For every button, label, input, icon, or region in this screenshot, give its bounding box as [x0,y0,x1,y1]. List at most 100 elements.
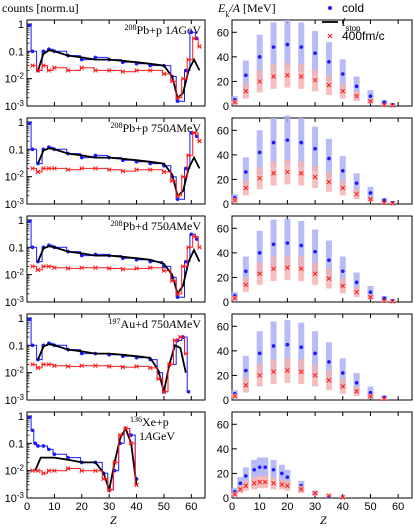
data-point [93,265,98,271]
data-point [52,452,57,457]
data-point [244,269,248,274]
data-point [271,140,276,145]
data-point [134,482,139,488]
data-point [35,267,41,273]
data-point [244,368,248,373]
data-point [106,68,112,73]
x-tick-label: 0 [24,501,30,513]
data-point [128,440,134,446]
data-point [340,72,345,76]
series-400fm-c [30,334,189,395]
data-point [123,426,128,431]
data-point [340,88,346,94]
data-point [46,362,52,367]
data-point [271,45,276,49]
x-tick-label: 20 [76,501,88,513]
data-point [79,468,85,474]
series-line [37,245,201,296]
y-tick-label: 10-3 [5,99,25,114]
series-cold [231,218,396,303]
data-point [178,334,183,340]
data-point [244,73,248,78]
y-tick-label: 10-2 [5,267,25,282]
data-point [180,76,186,82]
data-point [354,289,359,295]
series-line [37,147,201,198]
panel-counts-2: 10-3 10-2 0.1 1 208Pb+p 750AMeV [5,117,206,211]
axes-frame [26,19,206,107]
data-point [299,345,304,349]
data-point [30,362,35,367]
data-point [183,351,189,356]
data-point [354,181,359,185]
data-point [271,266,276,272]
data-point [169,178,175,184]
data-point [186,57,191,62]
series-histogram [31,236,201,295]
data-point [134,68,139,73]
data-point [271,170,276,176]
data-point [327,59,331,64]
legend-marker [327,33,333,39]
data-point [299,140,304,145]
y-tick-label: 40 [217,150,229,162]
data-point [161,268,167,274]
data-point [238,481,243,486]
data-point [354,280,359,285]
x-tick-label: 50 [364,501,376,513]
series-400fm-c [30,234,202,297]
data-point [381,200,387,206]
data-point [340,283,346,289]
x-tick-label: 30 [309,501,321,513]
axes-frame [26,215,206,303]
data-point [327,360,331,364]
data-point [41,444,46,448]
data-point [27,23,32,28]
data-point [257,150,262,155]
panels: 10-3 10-2 0.1 1 208Pb+p 1AGeV 0 20 40 60 10-3 10-2… [5,19,413,513]
data-point [368,196,373,202]
y-tick-label: 0 [223,297,229,309]
data-point [93,55,98,60]
data-point [244,474,248,478]
data-point [65,364,71,369]
series-cold [27,415,139,492]
legend-label: cold [342,1,364,15]
data-point [106,364,112,369]
panel-energy-3: 0 20 40 60 [217,215,413,309]
data-point [271,369,276,375]
data-point [93,68,98,73]
data-point [340,495,346,500]
data-point [279,482,285,487]
data-point [27,415,32,420]
data-point [112,460,117,465]
data-point [381,298,387,304]
data-point [232,197,238,203]
data-point [33,441,38,446]
data-point [340,371,345,375]
panel-annotation: 208Pb+p 1AGeV [125,23,202,38]
data-point [35,365,41,371]
panel-counts-3: 10-3 10-2 0.1 1 208Pb+d 750AMeV [5,215,206,309]
data-point [285,342,290,347]
data-point [134,167,139,173]
data-point [175,99,180,103]
data-point [191,130,197,136]
data-point [147,68,153,73]
data-point [257,351,262,356]
panel-counts-4: 10-3 10-2 0.1 1 197Au+d 750AMeV [5,313,206,407]
panel-annotation-line2: 1AGeV [139,429,175,443]
data-point [354,191,359,197]
y-tick-label: 60 [217,419,229,431]
data-point [381,396,387,402]
data-point [65,68,71,73]
data-point [243,382,249,388]
series-histogram [31,428,138,491]
x-tick-label: 50 [158,501,170,513]
data-point [340,169,345,173]
data-point [93,153,98,158]
data-point [117,432,123,438]
data-point [232,295,238,301]
data-point [327,258,331,263]
